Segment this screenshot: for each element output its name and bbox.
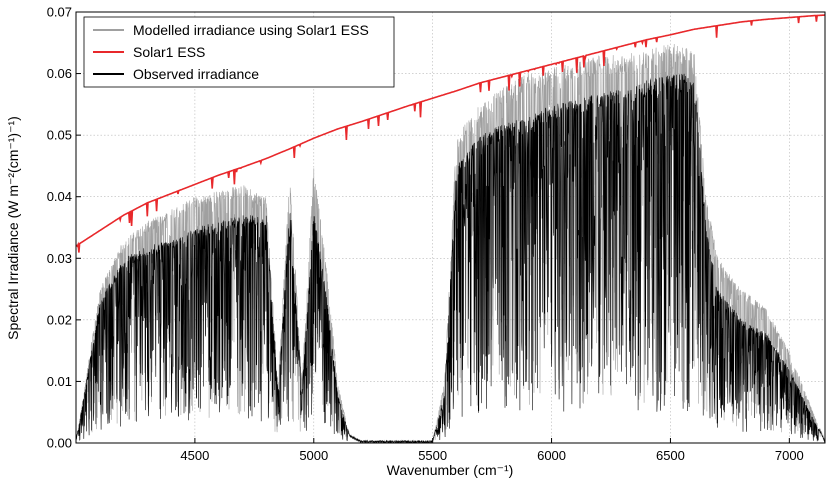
x-tick-label: 5000 — [299, 448, 328, 463]
y-tick-label: 0.01 — [47, 374, 72, 389]
legend: Modelled irradiance using Solar1 ESS Sol… — [83, 16, 395, 88]
legend-label-solar1: Solar1 ESS — [133, 44, 205, 60]
y-tick-label: 0.00 — [47, 436, 72, 451]
legend-label-modelled: Modelled irradiance using Solar1 ESS — [133, 22, 369, 38]
legend-box — [83, 16, 395, 88]
x-axis-label: Wavenumber (cm⁻¹) — [387, 462, 514, 478]
series-line-1 — [76, 14, 825, 253]
series-line-2 — [76, 73, 825, 443]
x-tick-label: 6500 — [656, 448, 685, 463]
y-tick-label: 0.05 — [47, 128, 72, 143]
y-axis-ticks: 0.00 0.01 0.02 0.03 0.04 0.05 0.06 0.07 — [47, 5, 81, 451]
y-tick-label: 0.06 — [47, 66, 72, 81]
plot-frame — [75, 11, 826, 444]
y-tick-label: 0.04 — [47, 189, 72, 204]
y-axis-label: Spectral Irradiance (W m⁻²(cm⁻¹)⁻¹) — [5, 116, 21, 340]
x-tick-label: 5500 — [418, 448, 447, 463]
y-tick-label: 0.03 — [47, 251, 72, 266]
x-tick-label: 6000 — [537, 448, 566, 463]
x-tick-label: 4500 — [180, 448, 209, 463]
series-layer — [76, 14, 825, 443]
x-axis-ticks: 4500 5000 5500 6000 6500 7000 — [180, 438, 804, 463]
y-tick-label: 0.07 — [47, 5, 72, 20]
legend-label-observed: Observed irradiance — [133, 66, 259, 82]
x-tick-label: 7000 — [775, 448, 804, 463]
y-tick-label: 0.02 — [47, 312, 72, 327]
